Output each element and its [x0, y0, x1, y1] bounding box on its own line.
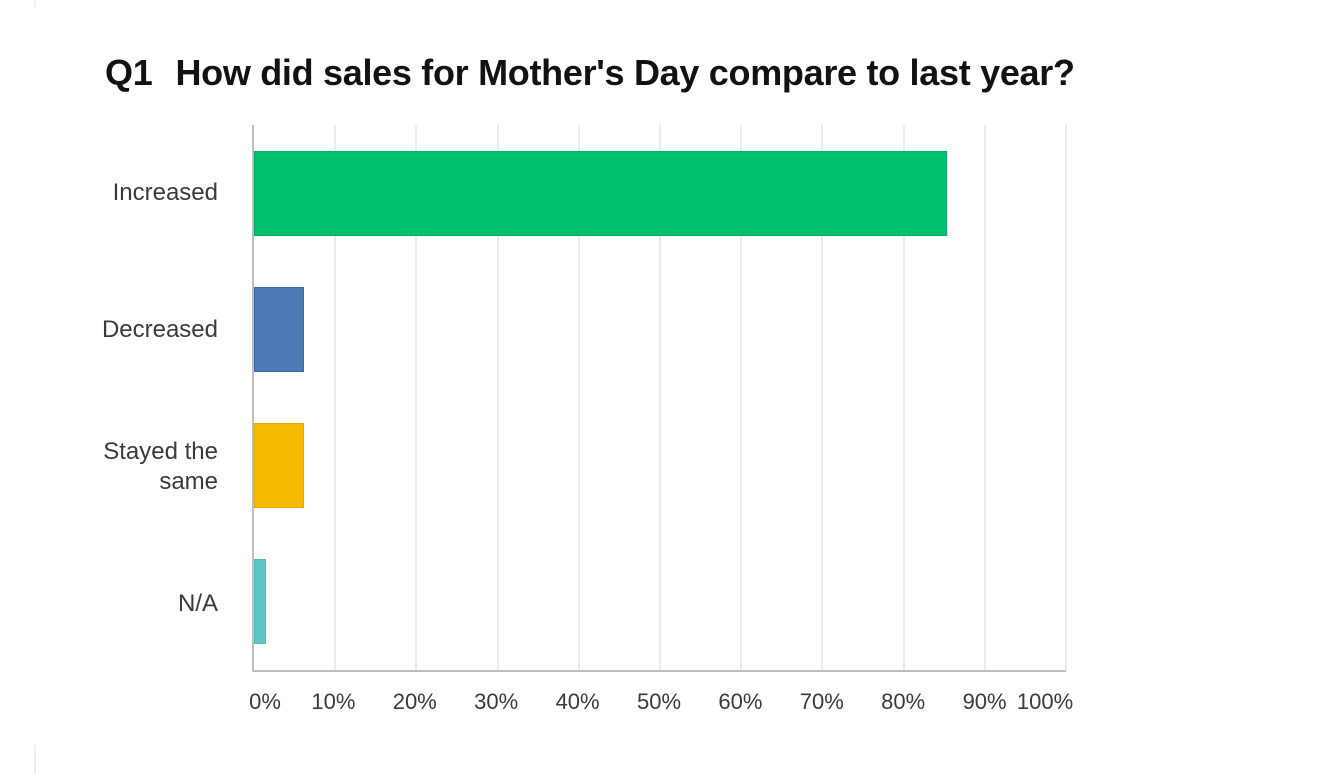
page-edge-mark-bottom: [34, 745, 36, 774]
plot-area: [252, 125, 1067, 672]
page-edge-mark-top: [34, 0, 36, 7]
gridline-80: [902, 125, 905, 670]
x-tick-label-100: 100%: [1016, 689, 1074, 714]
bar-row: [254, 261, 1066, 397]
x-tick-label-80: 80%: [881, 689, 926, 714]
bar-stayed-the-same: [254, 423, 304, 509]
bar-row: [254, 534, 1066, 670]
x-tick-label-70: 70%: [799, 689, 844, 714]
gridline-60: [740, 125, 743, 670]
category-label-decreased: Decreased: [101, 316, 218, 344]
bar-na: [254, 559, 267, 645]
gridline-40: [577, 125, 580, 670]
gridline-20: [415, 125, 418, 670]
x-tick-label-10: 10%: [311, 689, 356, 714]
bar-row: [254, 398, 1066, 534]
category-cell: N/A: [0, 535, 235, 672]
category-label-stayed-the-same: Stayed the same: [103, 437, 218, 495]
x-tick-label-20: 20%: [392, 689, 437, 714]
question-text: How did sales for Mother's Day compare t…: [175, 52, 1075, 93]
x-tick-label-0: 0%: [249, 689, 281, 714]
gridline-100: [1065, 125, 1067, 670]
category-axis: Increased Decreased Stayed the same N/A: [0, 125, 235, 672]
category-label-na: N/A: [177, 589, 218, 617]
x-tick-label-60: 60%: [718, 689, 763, 714]
chart-title: Q1 How did sales for Mother's Day compare…: [105, 52, 1075, 94]
gridline-10: [334, 125, 337, 670]
bar-decreased: [254, 286, 304, 372]
gridline-90: [983, 125, 986, 670]
x-tick-label-30: 30%: [474, 689, 519, 714]
question-number: Q1: [105, 52, 153, 93]
bar-increased: [254, 150, 948, 236]
x-tick-label-50: 50%: [636, 689, 682, 714]
category-cell: Increased: [0, 125, 235, 262]
x-tick-label-90: 90%: [962, 689, 1007, 714]
category-cell: Stayed the same: [0, 399, 235, 536]
gridline-70: [821, 125, 824, 670]
bar-row: [254, 125, 1066, 261]
category-cell: Decreased: [0, 262, 235, 399]
category-label-increased: Increased: [112, 179, 218, 207]
x-axis: 0% 10% 20% 30% 40% 50% 60% 70% 80% 90% 1…: [249, 689, 1073, 719]
x-tick-label-40: 40%: [555, 689, 600, 714]
gridline-50: [659, 125, 661, 670]
gridline-30: [496, 125, 499, 670]
